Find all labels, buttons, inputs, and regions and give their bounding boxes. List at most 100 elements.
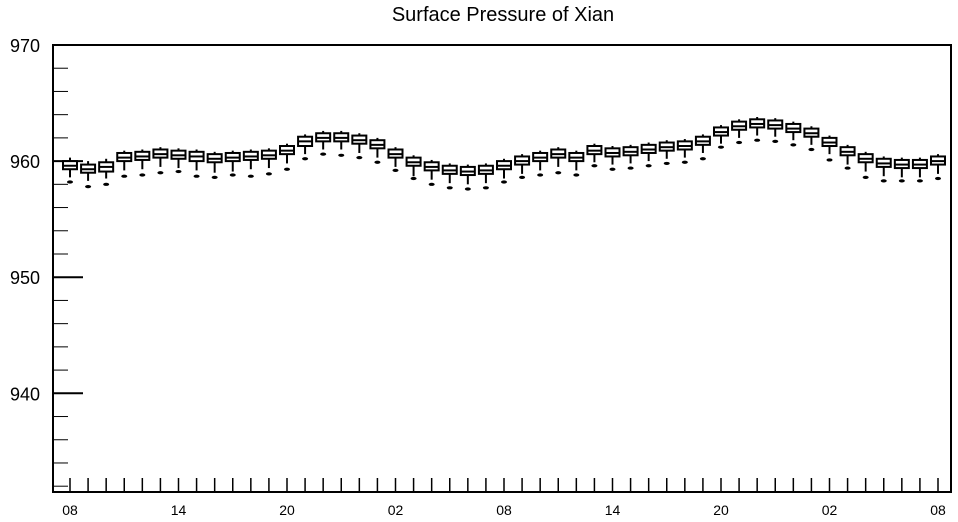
outlier-point: [374, 160, 381, 164]
outlier-point: [283, 167, 290, 171]
box-mark: [134, 149, 151, 177]
outlier-point: [717, 145, 724, 149]
outlier-point: [772, 139, 779, 143]
outlier-point: [229, 173, 236, 177]
x-tick-label: 08: [62, 502, 78, 518]
outlier-point: [555, 171, 562, 175]
x-tick-label: 08: [930, 502, 946, 518]
box-mark: [315, 130, 332, 156]
box-mark: [839, 144, 856, 170]
outlier-point: [157, 171, 164, 175]
box-mark: [369, 137, 386, 164]
box-mark: [712, 125, 729, 149]
outlier-point: [85, 185, 92, 189]
y-tick-label: 960: [10, 152, 40, 172]
outlier-point: [663, 161, 670, 166]
y-axis: 940 950 960 970: [10, 36, 83, 487]
outlier-point: [880, 179, 887, 183]
outlier-point: [898, 179, 905, 183]
outlier-point: [934, 176, 941, 181]
box-mark: [532, 150, 549, 177]
box-mark: [911, 157, 928, 183]
outlier-point: [175, 169, 182, 174]
x-tick-label: 08: [496, 502, 512, 518]
box-series: [62, 116, 946, 191]
outlier-point: [121, 174, 128, 178]
box-mark: [62, 157, 78, 184]
box-mark: [495, 158, 512, 184]
box-mark: [694, 134, 711, 161]
box-mark: [333, 130, 350, 157]
box-mark: [80, 161, 97, 189]
box-mark: [278, 143, 295, 171]
y-tick-label: 970: [10, 36, 40, 56]
box-mark: [929, 154, 946, 181]
box-mark: [116, 150, 133, 178]
outlier-point: [736, 140, 743, 145]
y-tick-label: 950: [10, 268, 40, 288]
box-mark: [676, 139, 693, 164]
outlier-point: [193, 174, 200, 178]
x-axis: 08 14 20 02 08 14 20 02 08: [62, 478, 946, 518]
box-mark: [767, 118, 784, 143]
box-mark: [224, 150, 241, 177]
outlier-point: [464, 187, 471, 191]
box-mark: [170, 148, 187, 174]
box-mark: [640, 142, 657, 168]
outlier-point: [609, 167, 616, 171]
box-mark: [568, 150, 585, 177]
plot-frame: [52, 44, 952, 493]
outlier-point: [482, 186, 489, 190]
box-mark: [441, 163, 458, 190]
outlier-point: [320, 152, 327, 156]
box-mark: [604, 146, 621, 171]
box-mark: [622, 144, 639, 170]
x-tick-label: 14: [171, 502, 187, 518]
outlier-point: [627, 166, 634, 170]
outlier-point: [265, 172, 272, 176]
box-mark: [152, 147, 169, 175]
box-mark: [731, 119, 748, 145]
outlier-point: [826, 158, 833, 162]
outlier-point: [916, 179, 923, 183]
box-mark: [405, 155, 422, 181]
outlier-point: [67, 180, 73, 184]
box-mark: [423, 159, 440, 186]
outlier-point: [338, 153, 345, 157]
box-mark: [477, 163, 494, 190]
outlier-point: [410, 176, 417, 181]
box-mark: [821, 135, 838, 162]
box-mark: [242, 149, 259, 178]
chart-title: Surface Pressure of Xian: [391, 4, 615, 26]
outlier-point: [302, 157, 309, 161]
x-tick-label: 14: [605, 502, 621, 518]
outlier-point: [392, 168, 399, 172]
box-mark: [550, 147, 567, 175]
box-mark: [188, 149, 205, 178]
box-mark: [586, 143, 603, 168]
outlier-point: [519, 175, 526, 179]
outlier-point: [103, 182, 110, 186]
outlier-point: [573, 173, 580, 177]
box-mark: [785, 121, 802, 147]
x-tick-label: 02: [822, 502, 838, 518]
outlier-point: [754, 138, 761, 142]
box-mark: [387, 147, 404, 172]
box-mark: [875, 156, 892, 183]
box-mark: [857, 151, 874, 179]
outlier-point: [211, 175, 218, 179]
box-mark: [260, 148, 277, 176]
outlier-point: [537, 173, 544, 177]
outlier-point: [247, 174, 254, 178]
box-mark: [658, 140, 675, 166]
box-mark: [206, 151, 223, 179]
box-mark: [893, 157, 910, 183]
box-mark: [297, 134, 314, 161]
outlier-point: [699, 157, 706, 161]
x-tick-label: 02: [388, 502, 404, 518]
outlier-point: [681, 160, 688, 164]
box-mark: [98, 158, 115, 186]
box-mark: [749, 116, 766, 142]
outlier-point: [790, 143, 797, 147]
